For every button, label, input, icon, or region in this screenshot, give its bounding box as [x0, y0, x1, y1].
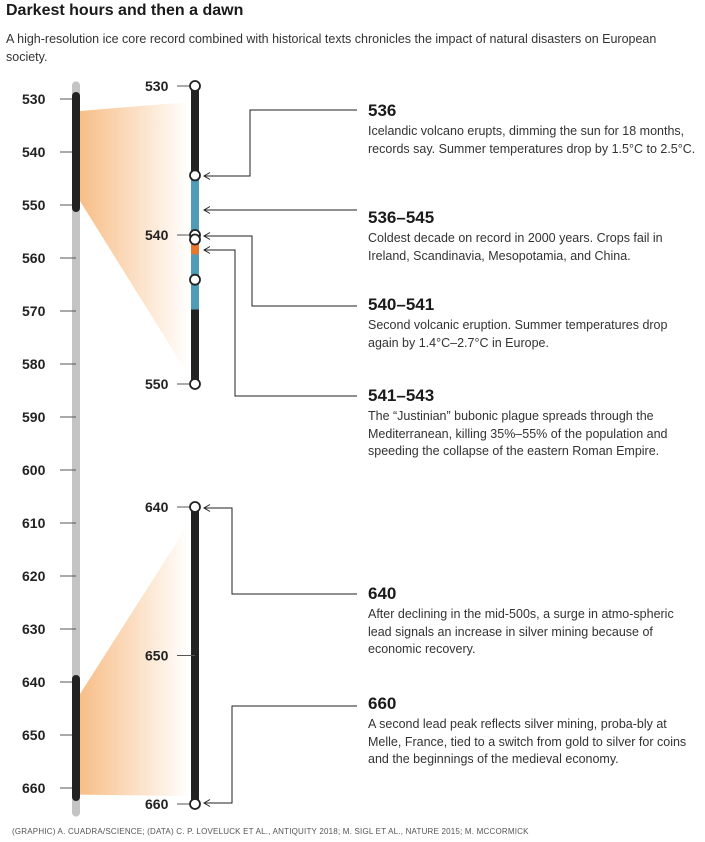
zoom-fan [80, 523, 189, 796]
annotation-text: Coldest decade on record in 2000 years. … [368, 231, 663, 263]
leader-line [204, 705, 357, 804]
annotation-year: 541–543 [368, 386, 435, 405]
chart-title: Darkest hours and then a dawn [6, 2, 244, 19]
annotation-0: 536 Icelandic volcano erupts, dimming the… [368, 100, 700, 158]
main-axis-tick-label: 570 [22, 303, 46, 319]
main-axis-tick-label: 540 [22, 144, 46, 160]
event-marker [189, 169, 201, 182]
leader-arrowhead [203, 232, 211, 240]
credits: (GRAPHIC) A. CUADRA/SCIENCE; (DATA) C. P… [12, 827, 529, 836]
zoom-axis-tick-label: 540 [145, 227, 169, 243]
event-marker [189, 80, 201, 92]
main-axis-tick-label: 590 [22, 409, 46, 425]
zoom-axis-tick-label: 650 [145, 648, 169, 664]
event-marker [189, 273, 201, 286]
leader-line [204, 235, 357, 307]
annotation-year: 660 [368, 694, 397, 713]
leader-line [204, 507, 357, 595]
main-axis-tick-label: 640 [22, 674, 46, 690]
chart-subtitle: A high-resolution ice core record combin… [6, 32, 657, 64]
annotation-text: Second volcanic eruption. Summer tempera… [368, 318, 668, 350]
zoom-axis-tick-label: 550 [145, 376, 169, 392]
leader-arrowhead [203, 172, 211, 180]
event-marker [189, 378, 201, 390]
main-axis-tick-label: 550 [22, 197, 46, 213]
annotation-5: 660 A second lead peak reflects silver mi… [368, 693, 700, 769]
zoom-axis-tick-label: 640 [145, 499, 169, 515]
main-axis-tick-label: 560 [22, 250, 46, 266]
annotation-3: 541–543 The “Justinian” bubonic plague sp… [368, 385, 700, 461]
zoom-axis-tick-label: 530 [145, 78, 169, 94]
annotation-text: Icelandic volcano erupts, dimming the su… [368, 124, 696, 156]
annotation-2: 540–541 Second volcanic eruption. Summer … [368, 294, 700, 352]
main-axis-tick-label: 650 [22, 727, 46, 743]
annotation-year: 536 [368, 101, 397, 120]
main-axis-tick-label: 580 [22, 356, 46, 372]
main-axis-tick-label: 530 [22, 91, 46, 107]
event-marker [189, 798, 201, 810]
main-axis-tick-label: 610 [22, 515, 46, 531]
event-marker [189, 233, 201, 246]
annotation-4: 640 After declining in the mid-500s, a su… [368, 583, 700, 659]
event-marker [189, 501, 201, 513]
annotation-year: 640 [368, 584, 397, 603]
annotation-text: After declining in the mid-500s, a surge… [368, 607, 674, 656]
main-axis-tick-label: 600 [22, 462, 46, 478]
leader-arrowhead [203, 246, 211, 254]
annotation-text: A second lead peak reflects silver minin… [368, 717, 687, 766]
leader-arrowhead [203, 206, 211, 214]
main-axis-tick-label: 620 [22, 568, 46, 584]
main-axis-tick-label: 660 [22, 780, 46, 796]
leader-arrowhead [203, 504, 211, 512]
annotation-year: 536–545 [368, 208, 435, 227]
zoom-axis-tick-label: 660 [145, 796, 169, 812]
leader-line [204, 249, 357, 397]
annotation-text: The “Justinian” bubonic plague spreads t… [368, 409, 668, 458]
annotation-1: 536–545 Coldest decade on record in 2000 … [368, 207, 700, 265]
main-axis-tick-label: 630 [22, 621, 46, 637]
leader-arrowhead [203, 799, 211, 807]
leader-line [204, 109, 357, 177]
zoom-fan [80, 102, 189, 376]
annotation-year: 540–541 [368, 295, 435, 314]
